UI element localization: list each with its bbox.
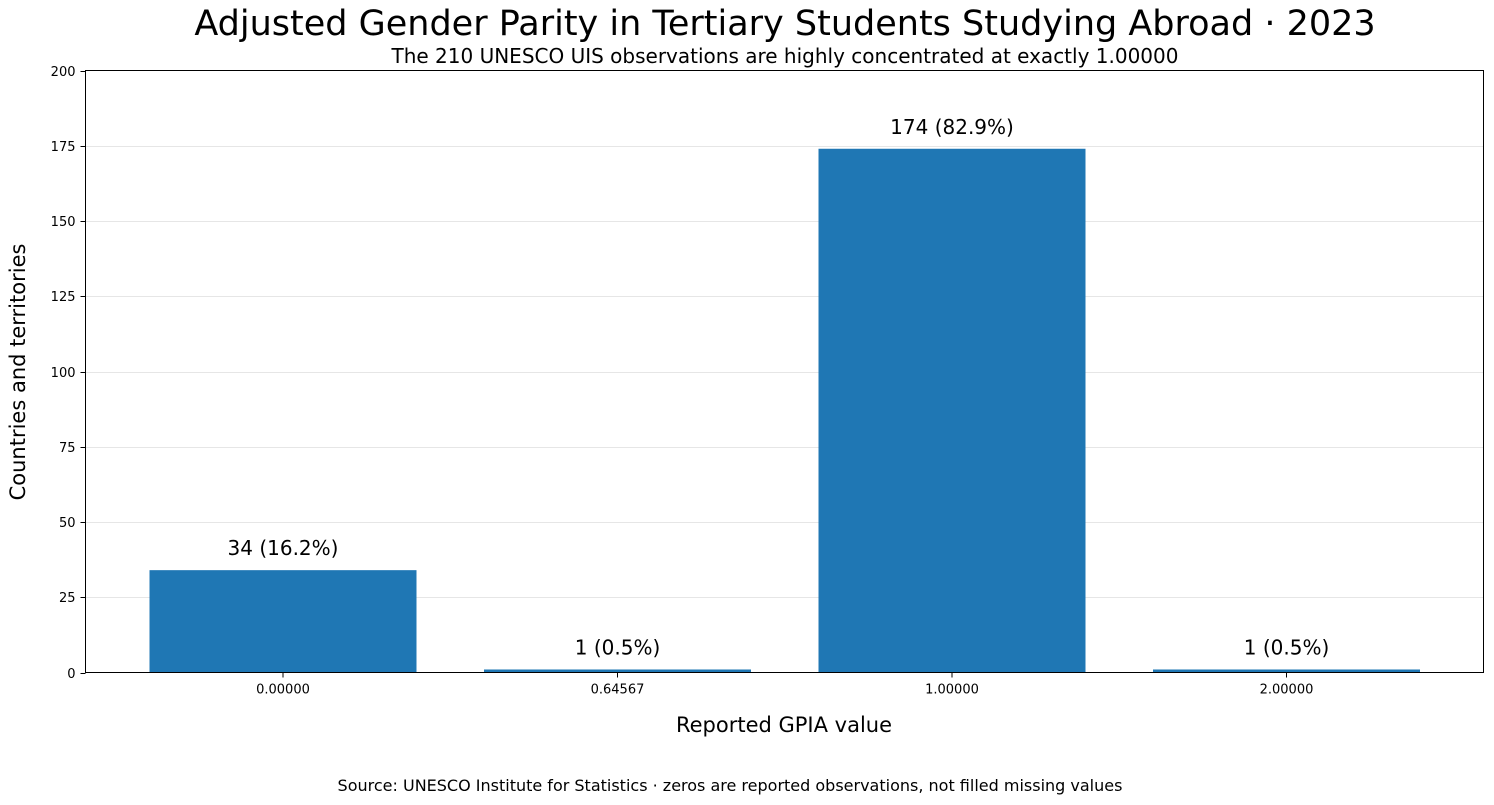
- x-tick-label: 0.00000: [256, 683, 310, 698]
- grid-lines: [85, 146, 1484, 598]
- x-tick-label: 0.64567: [591, 683, 645, 698]
- y-tick-label: 175: [51, 140, 76, 155]
- x-tick-label: 1.00000: [925, 683, 979, 698]
- x-axis-ticks: 0.00000 0.64567 1.00000 2.00000: [256, 672, 1314, 698]
- data-label: 34 (16.2%): [228, 536, 339, 560]
- plot-frame: [85, 70, 1484, 673]
- bar: [484, 669, 751, 673]
- y-tick-label: 100: [51, 366, 76, 381]
- chart-title: Adjusted Gender Parity in Tertiary Stude…: [194, 4, 1376, 44]
- x-tick-label: 2.00000: [1260, 683, 1314, 698]
- bar: [149, 570, 417, 673]
- data-label: 1 (0.5%): [1244, 635, 1330, 659]
- y-axis-label: Countries and territories: [6, 244, 30, 501]
- y-axis-ticks: 0 25 50 75 100 125 150 175 200: [51, 65, 86, 682]
- chart-subtitle: The 210 UNESCO UIS observations are high…: [391, 44, 1179, 68]
- data-labels: 34 (16.2%) 1 (0.5%) 174 (82.9%) 1 (0.5%): [228, 115, 1330, 660]
- y-tick-label: 50: [59, 516, 76, 531]
- y-tick-label: 0: [67, 667, 75, 682]
- data-label: 1 (0.5%): [575, 635, 661, 659]
- bar: [1153, 669, 1420, 673]
- y-tick-label: 200: [51, 65, 76, 80]
- y-tick-label: 125: [51, 290, 76, 305]
- y-tick-label: 150: [51, 215, 76, 230]
- data-label: 174 (82.9%): [890, 115, 1014, 139]
- x-axis-label: Reported GPIA value: [676, 713, 892, 737]
- y-tick-label: 25: [59, 591, 76, 606]
- bars: [149, 148, 1420, 673]
- y-tick-label: 75: [59, 441, 76, 456]
- bar: [818, 148, 1086, 673]
- chart-source-note: Source: UNESCO Institute for Statistics …: [337, 776, 1123, 795]
